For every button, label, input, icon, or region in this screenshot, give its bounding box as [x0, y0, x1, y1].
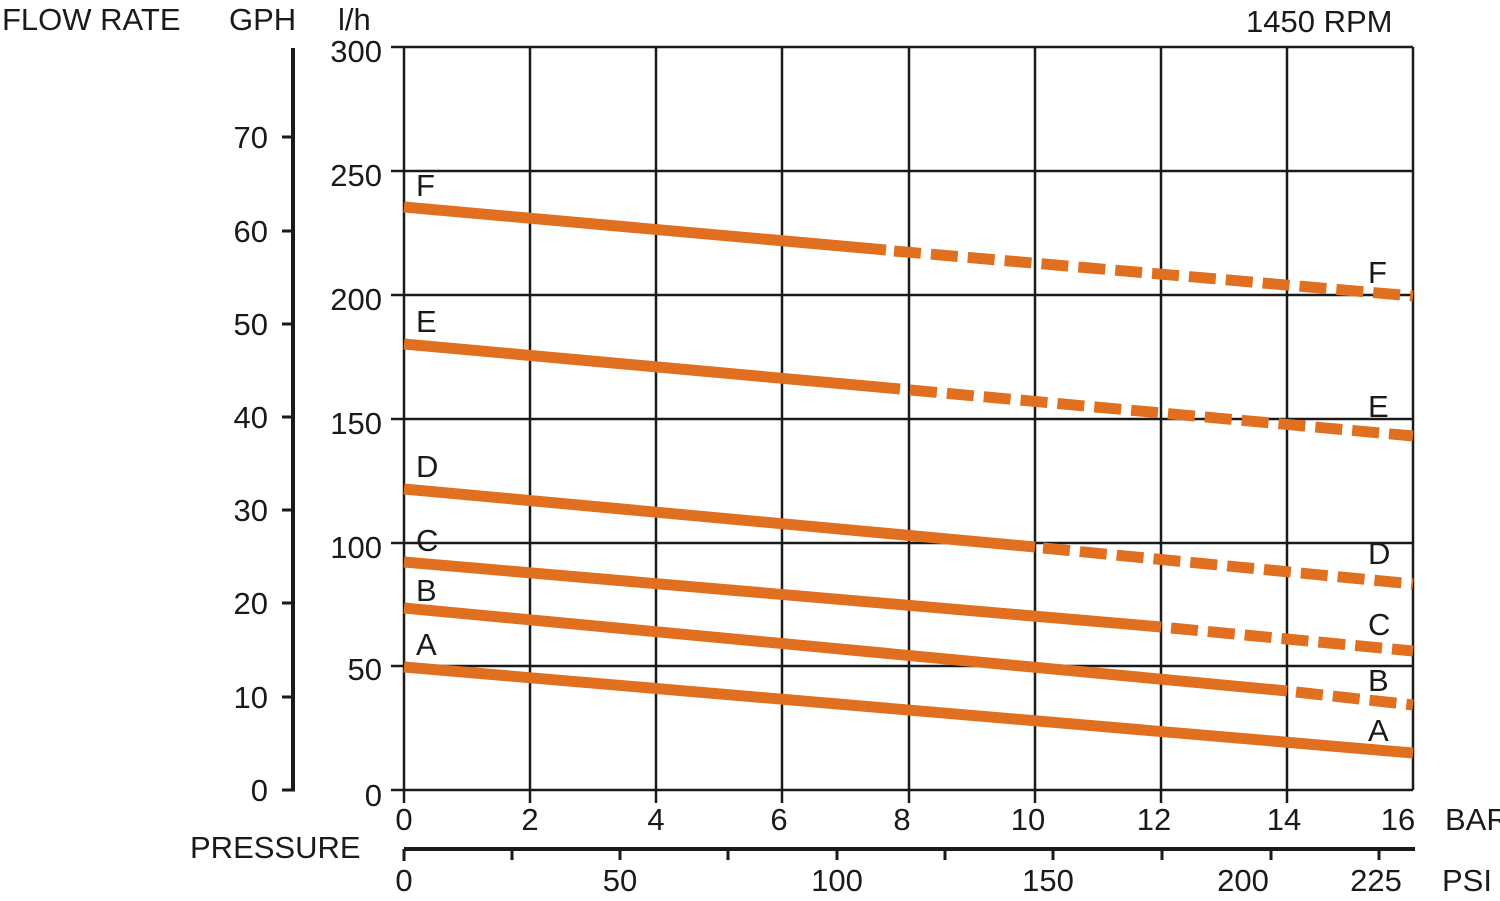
curve-a-solid: [403, 661, 1414, 759]
curve-e-dashed: [909, 384, 1414, 442]
curve-c-solid: [403, 556, 1162, 633]
psi-tick-0: 0: [395, 863, 412, 898]
lh-tick-50: 50: [348, 652, 382, 687]
lh-axis: 0 50 100 150 200 250 300: [330, 34, 382, 813]
gph-tick-50: 50: [234, 307, 268, 342]
lh-tick-100: 100: [330, 530, 382, 565]
psi-unit-label: PSI: [1442, 863, 1492, 898]
bar-tick-8: 8: [893, 802, 910, 837]
curve-c-dashed: [1170, 622, 1414, 657]
curve-b-solid: [403, 602, 1288, 697]
gph-tick-60: 60: [234, 214, 268, 249]
bar-tick-6: 6: [770, 802, 787, 837]
curve-label-a-right: A: [1368, 713, 1389, 748]
curve-label-c-left: C: [416, 523, 438, 558]
curve-d-dashed: [1042, 542, 1414, 590]
psi-tick-100: 100: [811, 863, 863, 898]
gph-tick-0: 0: [251, 773, 268, 808]
lh-tick-200: 200: [330, 282, 382, 317]
gph-tick-10: 10: [234, 680, 268, 715]
gph-tick-30: 30: [234, 493, 268, 528]
curve-labels-right: A B C D E F: [1368, 255, 1390, 748]
curve-label-b-left: B: [416, 573, 437, 608]
curve-label-f-left: F: [416, 168, 435, 203]
curve-label-e-left: E: [416, 304, 437, 339]
psi-tick-50: 50: [603, 863, 637, 898]
curve-f-solid: [403, 201, 887, 256]
gph-axis: 0 10 20 30 40 50 60 70: [234, 48, 295, 808]
curve-label-d-right: D: [1368, 536, 1390, 571]
rpm-label: 1450 RPM: [1246, 4, 1392, 39]
gph-tick-20: 20: [234, 586, 268, 621]
bar-tick-2: 2: [521, 802, 538, 837]
lh-tick-250: 250: [330, 158, 382, 193]
pressure-label: PRESSURE: [190, 830, 361, 865]
curve-d-solid: [403, 483, 1036, 553]
bar-tick-4: 4: [647, 802, 664, 837]
curves: [403, 201, 1414, 759]
bar-tick-0: 0: [395, 802, 412, 837]
curve-b-dashed: [1295, 686, 1414, 711]
gph-unit-label: GPH: [229, 2, 296, 37]
curve-label-d-left: D: [416, 449, 438, 484]
lh-unit-label: l/h: [338, 2, 371, 37]
curve-label-f-right: F: [1368, 255, 1387, 290]
curve-e-solid: [403, 338, 901, 395]
flow-rate-label: FLOW RATE: [2, 2, 181, 37]
lh-tick-300: 300: [330, 34, 382, 69]
gph-tick-70: 70: [234, 120, 268, 155]
lh-tick-150: 150: [330, 406, 382, 441]
gph-tick-40: 40: [234, 400, 268, 435]
bar-tick-16: 16: [1381, 802, 1415, 837]
curve-label-e-right: E: [1368, 389, 1389, 424]
curve-label-c-right: C: [1368, 607, 1390, 642]
curve-labels-left: A B C D E F: [416, 168, 438, 662]
bar-axis: 0 2 4 6 8 10 12 14 16 BAR: [395, 802, 1500, 837]
curve-f-dashed: [893, 245, 1414, 302]
curve-label-b-right: B: [1368, 663, 1389, 698]
curve-label-a-left: A: [416, 627, 437, 662]
psi-tick-225: 225: [1350, 863, 1402, 898]
lh-tick-0: 0: [365, 778, 382, 813]
bar-tick-12: 12: [1137, 802, 1171, 837]
psi-tick-200: 200: [1217, 863, 1269, 898]
bar-tick-10: 10: [1011, 802, 1045, 837]
psi-tick-150: 150: [1022, 863, 1074, 898]
psi-axis: 0 50 100 150 200 225 PSI: [395, 847, 1492, 898]
bar-unit-label: BAR: [1445, 802, 1500, 837]
bar-tick-14: 14: [1267, 802, 1301, 837]
